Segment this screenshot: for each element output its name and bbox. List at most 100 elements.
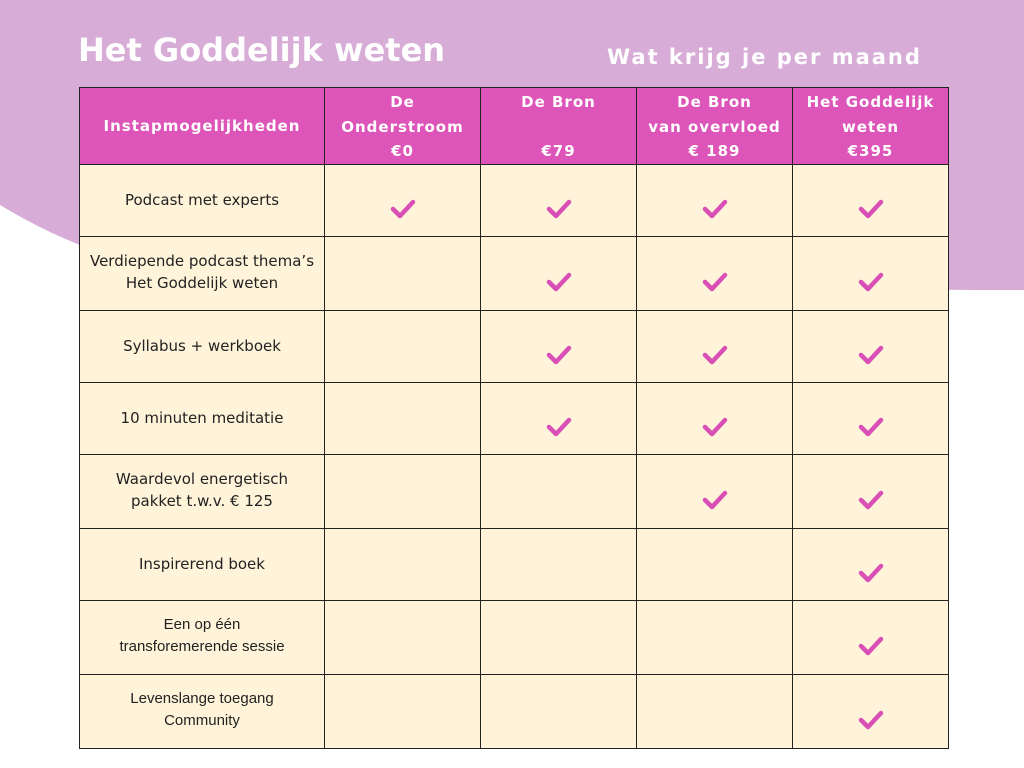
checkmark-icon [546, 417, 571, 436]
check-cell [636, 600, 793, 675]
check-cell [480, 382, 637, 455]
feature-label: Een op één [163, 616, 241, 633]
checkmark-icon [546, 345, 571, 364]
check-cell [480, 310, 637, 383]
feature-label: Syllabus + werkboek [123, 337, 281, 355]
check-cell [792, 600, 949, 675]
feature-label: Podcast met experts [124, 191, 280, 209]
checkmark-icon [702, 272, 727, 291]
feature-label: transforemerende sessie [119, 638, 285, 655]
table-row: Verdiepende podcast thema’s Het Goddelij… [79, 236, 949, 311]
check-cell [480, 236, 637, 311]
table-row: Inspirerend boek [79, 528, 949, 601]
feature-label: Het Goddelijk weten [125, 274, 279, 292]
column-header-de-bron-van-overvloed: De Bron van overvloed € 189 [636, 87, 793, 165]
feature-cell: Een op één transforemerende sessie [79, 600, 325, 675]
check-cell [324, 382, 481, 455]
checkmark-icon [546, 199, 571, 218]
table-row: Syllabus + werkboek [79, 310, 949, 383]
feature-cell: Levenslange toegang Community [79, 674, 325, 749]
column-header-name-line-2: van overvloed [648, 117, 781, 136]
page-subtitle: Wat krijg je per maand [607, 45, 922, 69]
pricing-comparison-table: Instapmogelijkheden De Onderstroom €0 De… [79, 87, 949, 749]
column-header-de-onderstroom: De Onderstroom €0 [324, 87, 481, 165]
check-cell [636, 528, 793, 601]
checkmark-icon [546, 272, 571, 291]
check-cell [636, 236, 793, 311]
column-header-name-line-1: De [390, 93, 415, 111]
column-header-de-bron: De Bron €79 [480, 87, 637, 165]
checkmark-icon [702, 490, 727, 509]
checkmark-icon [858, 710, 883, 729]
checkmark-icon [702, 199, 727, 218]
check-cell [636, 382, 793, 455]
table-header-row: Instapmogelijkheden De Onderstroom €0 De… [79, 87, 949, 165]
feature-cell: Inspirerend boek [79, 528, 325, 601]
check-cell [480, 600, 637, 675]
check-cell [324, 164, 481, 237]
check-cell [792, 674, 949, 749]
checkmark-icon [390, 199, 415, 218]
column-header-name-line-2: weten [841, 117, 900, 136]
column-header-price: €79 [541, 142, 576, 160]
feature-label: Levenslange toegang [130, 690, 274, 707]
checkmark-icon [858, 417, 883, 436]
check-cell [324, 236, 481, 311]
checkmark-icon [858, 199, 883, 218]
feature-label: Community [164, 712, 240, 729]
check-cell [792, 454, 949, 529]
check-cell [792, 310, 949, 383]
column-header-name-line-1: Het Goddelijk [806, 93, 935, 111]
check-cell [324, 600, 481, 675]
check-cell [324, 674, 481, 749]
check-cell [480, 528, 637, 601]
feature-label: pakket t.w.v. € 125 [131, 492, 273, 510]
checkmark-icon [858, 636, 883, 655]
check-cell [792, 382, 949, 455]
check-cell [792, 528, 949, 601]
feature-cell: Verdiepende podcast thema’s Het Goddelij… [79, 236, 325, 311]
column-header-price: €395 [847, 142, 894, 160]
column-header-price: € 189 [688, 142, 741, 160]
column-header-instapmogelijkheden: Instapmogelijkheden [79, 87, 325, 165]
table-row: Waardevol energetisch pakket t.w.v. € 12… [79, 454, 949, 529]
check-cell [636, 310, 793, 383]
page-title: Het Goddelijk weten [78, 31, 446, 69]
table-row: Podcast met experts [79, 164, 949, 237]
feature-cell: Podcast met experts [79, 164, 325, 237]
feature-cell: Waardevol energetisch pakket t.w.v. € 12… [79, 454, 325, 529]
check-cell [636, 674, 793, 749]
table-row: Levenslange toegang Community [79, 674, 949, 749]
check-cell [324, 310, 481, 383]
feature-cell: 10 minuten meditatie [79, 382, 325, 455]
check-cell [480, 164, 637, 237]
check-cell [792, 236, 949, 311]
check-cell [324, 528, 481, 601]
column-header-name-line-2 [555, 115, 561, 139]
checkmark-icon [858, 490, 883, 509]
column-header-price: €0 [391, 142, 414, 160]
column-header-name-line-1: De Bron [677, 93, 752, 111]
check-cell [636, 454, 793, 529]
column-header-het-goddelijk-weten: Het Goddelijk weten €395 [792, 87, 949, 165]
table-body: Podcast met experts Verdiepende podcast … [79, 164, 949, 749]
column-header-name-line-1: De Bron [521, 93, 596, 111]
feature-label: Verdiepende podcast thema’s [89, 252, 315, 270]
check-cell [636, 164, 793, 237]
feature-label: 10 minuten meditatie [120, 409, 284, 427]
checkmark-icon [858, 272, 883, 291]
checkmark-icon [858, 563, 883, 582]
check-cell [792, 164, 949, 237]
table-row: Een op één transforemerende sessie [79, 600, 949, 675]
checkmark-icon [702, 345, 727, 364]
column-header-label: Instapmogelijkheden [103, 117, 301, 135]
check-cell [480, 454, 637, 529]
feature-label: Inspirerend boek [139, 555, 265, 573]
feature-cell: Syllabus + werkboek [79, 310, 325, 383]
feature-label: Waardevol energetisch [115, 470, 289, 488]
check-cell [324, 454, 481, 529]
checkmark-icon [702, 417, 727, 436]
checkmark-icon [858, 345, 883, 364]
table-row: 10 minuten meditatie [79, 382, 949, 455]
column-header-name-line-2: Onderstroom [341, 117, 464, 136]
